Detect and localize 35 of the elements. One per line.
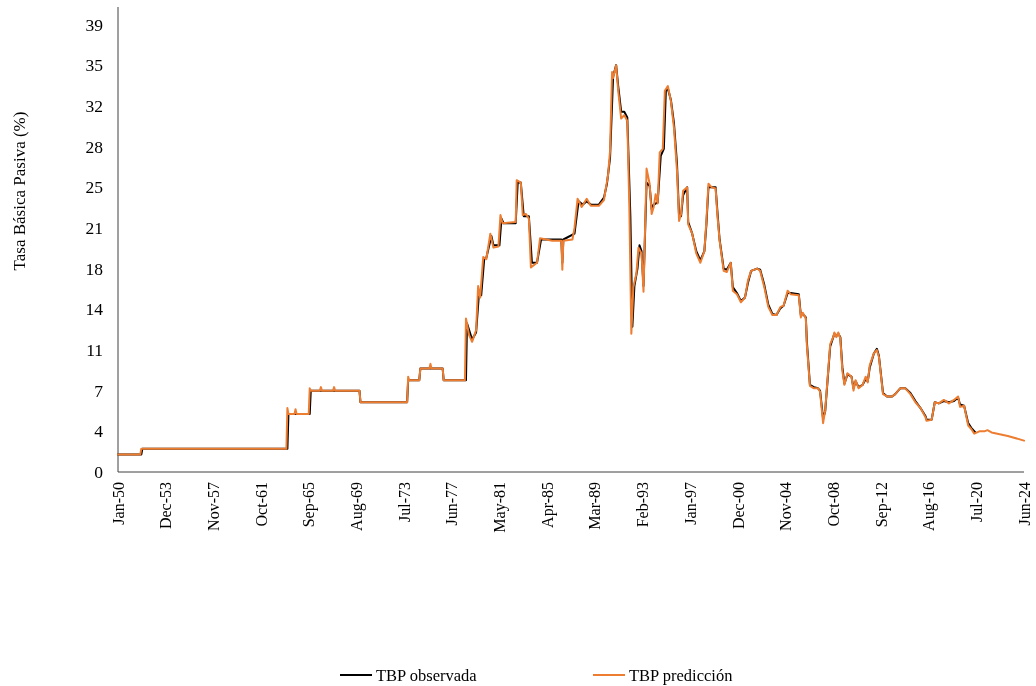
y-tick-label: 25 (85, 177, 104, 198)
y-tick-label: 14 (85, 299, 104, 320)
x-tick-label: Jan-50 (109, 482, 127, 525)
y-tick-label: 21 (85, 218, 103, 238)
y-tick-label: 18 (85, 258, 104, 279)
x-tick-label: Dec-00 (729, 482, 747, 530)
y-tick-label: 7 (94, 380, 104, 401)
x-tick-label: Nov-04 (777, 482, 795, 531)
y-tick-label: 32 (85, 95, 103, 116)
y-axis-title: Tasa Básica Pasiva (%) (9, 111, 29, 271)
y-tick-label: 39 (85, 14, 104, 35)
y-tick-label: 0 (94, 462, 104, 483)
x-tick-label: May-81 (491, 482, 510, 533)
x-tick-label: Aug-16 (920, 482, 939, 531)
x-tick-label: Mar-89 (586, 482, 604, 530)
x-tick-label: Jul-73 (395, 482, 413, 522)
x-tick-label: Jun-24 (1015, 482, 1033, 526)
x-tick-label: Jan-97 (681, 482, 699, 525)
y-tick-label: 28 (85, 136, 104, 157)
x-tick-label: Jul-20 (967, 482, 985, 522)
legend-label: TBP predicción (629, 665, 733, 685)
y-tick-label: 4 (94, 421, 104, 442)
x-tick-label: Apr-85 (538, 482, 557, 528)
x-tick-label: Oct-08 (824, 482, 842, 527)
x-tick-label: Jun-77 (443, 482, 461, 526)
legend-label: TBP observada (376, 665, 478, 685)
x-tick-label: Aug-69 (348, 482, 366, 531)
y-tick-label: 11 (86, 340, 103, 361)
x-tick-label: Sep-12 (872, 482, 891, 528)
x-tick-label: Sep-65 (300, 482, 319, 528)
x-tick-label: Feb-93 (634, 482, 652, 528)
x-tick-label: Dec-53 (157, 482, 175, 530)
x-tick-label: Oct-61 (252, 482, 270, 527)
x-tick-label: Nov-57 (204, 482, 222, 531)
y-tick-label: 35 (85, 55, 104, 76)
